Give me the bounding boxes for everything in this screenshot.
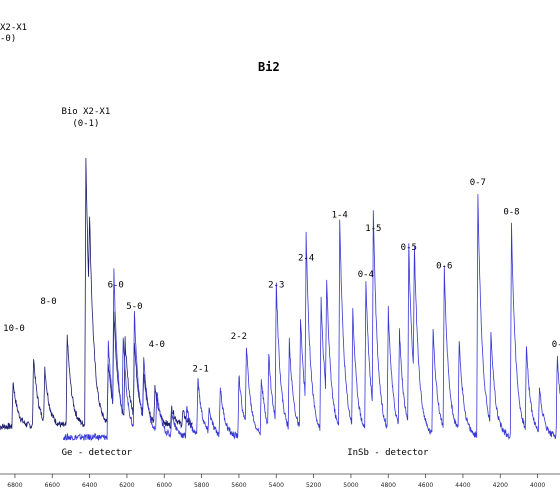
band-label: 4-0 <box>149 340 165 350</box>
band-labels: 10-0 8-0 Bio X2-X1 (0-1) 6-0 5-0 4-0 2-1 2-2 2-3 2… <box>3 107 560 374</box>
x-tick-label: 4600 <box>418 482 433 489</box>
x-tick-label: 4200 <box>493 482 508 489</box>
detector-label: Ge - detector <box>62 448 133 458</box>
x-tick-label: 5800 <box>194 482 209 489</box>
band-label: 0-7 <box>470 178 486 188</box>
band-label: 2-3 <box>268 281 284 291</box>
band-label: 8-0 <box>40 297 56 307</box>
x-tick-label: 5000 <box>343 482 358 489</box>
band-label: 0-8 <box>503 208 519 218</box>
x-axis: 6800 6600 6400 6200 6000 5800 5600 5400 5200 5000… <box>0 473 560 489</box>
x-tick-label: 5400 <box>269 482 284 489</box>
band-label: 0- <box>552 340 560 350</box>
band-label: 2-4 <box>298 254 314 264</box>
x-tick-label: 6600 <box>45 482 60 489</box>
x-tick-label: 6200 <box>119 482 134 489</box>
x-tick-label: 4800 <box>381 482 396 489</box>
band-label: Bio X2-X1 <box>61 107 110 117</box>
trace-ge-detector <box>0 157 193 431</box>
band-label: 2-2 <box>231 332 247 342</box>
band-label: 10-0 <box>3 324 25 334</box>
x-tick-label: 6400 <box>82 482 97 489</box>
trace-insb-detector <box>63 194 560 442</box>
band-label: 5-0 <box>126 302 142 312</box>
band-label: 0-4 <box>358 270 374 280</box>
band-label: 0-6 <box>436 262 452 272</box>
detector-label: InSb - detector <box>347 448 429 458</box>
x-tick-label: 5600 <box>231 482 246 489</box>
x-tick-label: 4400 <box>455 482 470 489</box>
x-tick-label: 4000 <box>530 482 545 489</box>
chart-title: Bi2 <box>258 60 280 74</box>
x-tick-label: 6800 <box>7 482 22 489</box>
band-label: (0-1) <box>72 119 99 129</box>
corner-label-line1: X2-X1 <box>0 23 27 33</box>
x-tick-label: 5200 <box>306 482 321 489</box>
corner-label-line2: -0) <box>0 34 16 44</box>
band-label: 0-5 <box>401 243 417 253</box>
x-tick-label: 6000 <box>157 482 172 489</box>
spectrum-traces <box>0 157 560 442</box>
detector-labels: Ge - detector InSb - detector <box>62 448 429 458</box>
band-label: 2-1 <box>193 364 209 374</box>
band-label: 1-4 <box>332 210 348 220</box>
band-label: 6-0 <box>108 281 124 291</box>
band-label: 1-5 <box>365 224 381 234</box>
